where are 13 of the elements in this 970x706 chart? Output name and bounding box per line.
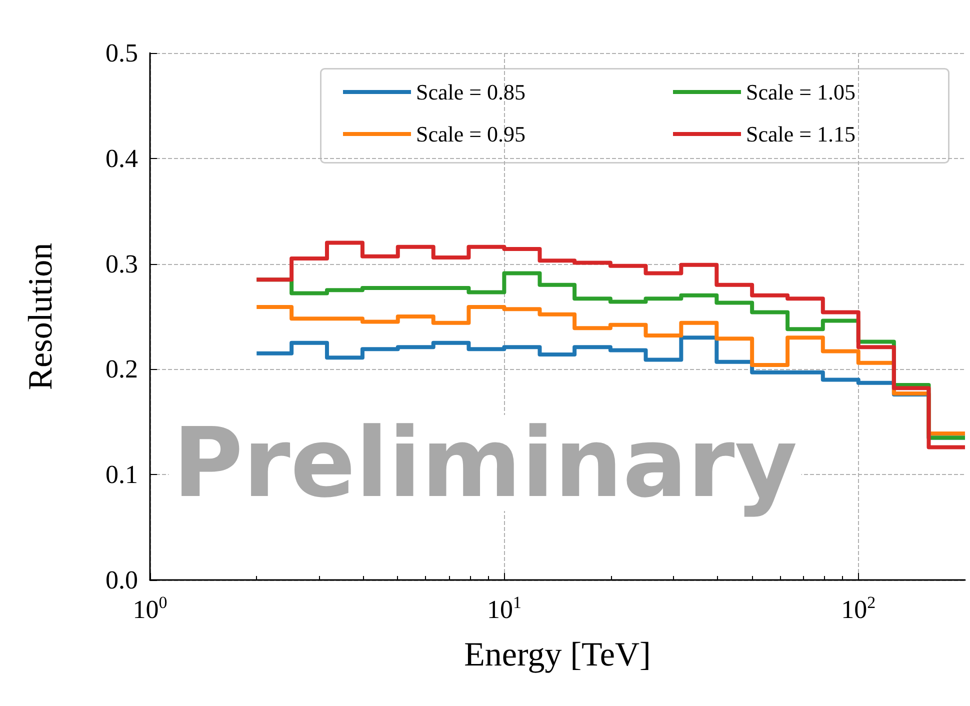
y-tick-label: 0.5 [106, 38, 138, 68]
x-axis-title: Energy [TeV] [464, 636, 651, 674]
y-axis-title: Resolution [22, 242, 60, 390]
y-tick-label: 0.3 [106, 249, 138, 278]
legend-label: Scale = 1.15 [746, 122, 856, 146]
y-tick-label: 0.0 [106, 566, 138, 594]
legend-label: Scale = 0.85 [416, 80, 526, 104]
legend-label: Scale = 0.95 [416, 122, 526, 146]
legend-label: Scale = 1.05 [746, 80, 856, 104]
y-tick-label: 0.4 [106, 144, 138, 173]
y-tick-label: 0.2 [106, 354, 138, 384]
y-tick-label: 0.1 [106, 460, 138, 490]
annotation: Preliminary [172, 407, 798, 519]
